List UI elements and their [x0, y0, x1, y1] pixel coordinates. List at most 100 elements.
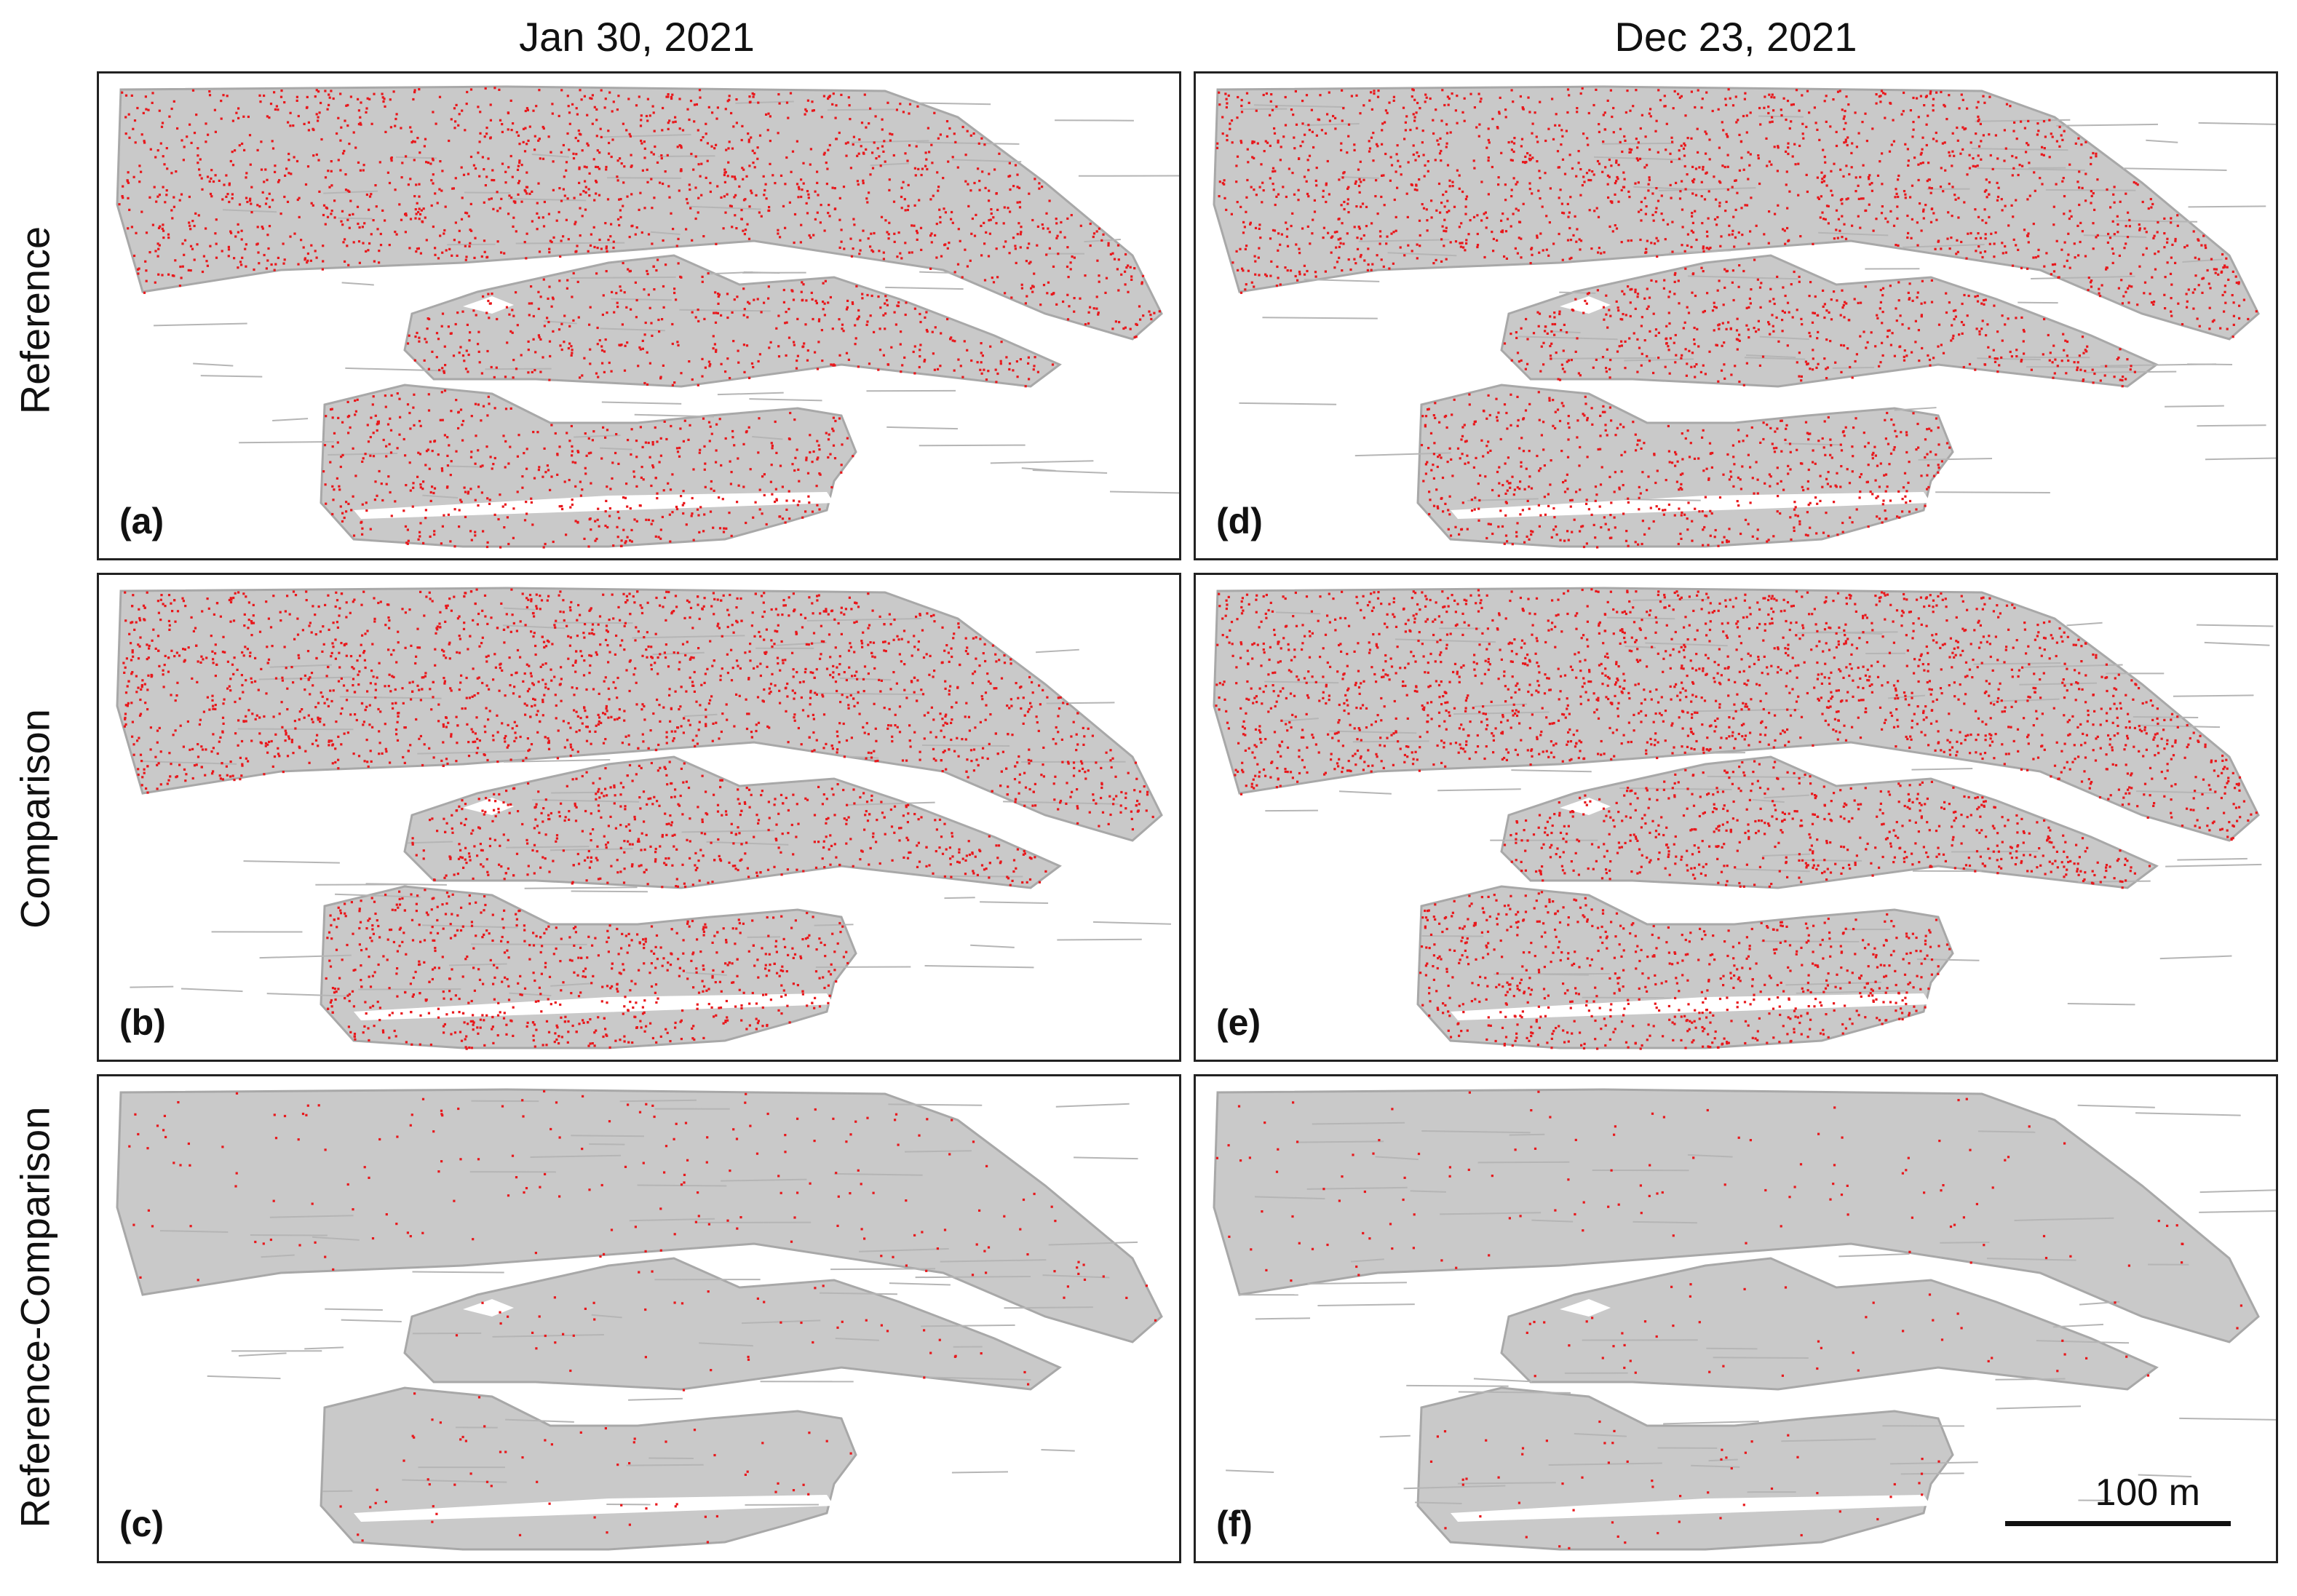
rock-face-region [403, 1257, 1062, 1391]
rock-texture [2188, 205, 2266, 208]
rock-face-region [116, 85, 1163, 341]
rock-texture [1658, 187, 1756, 191]
rock-texture [944, 897, 975, 900]
rock-texture [1973, 662, 2061, 665]
rock-texture [1255, 1317, 1311, 1320]
rock-texture [1453, 711, 1550, 715]
rock-texture [272, 418, 309, 421]
rock-texture [634, 413, 715, 418]
rock-texture [207, 1375, 281, 1380]
rock-texture [2014, 1217, 2114, 1221]
rock-texture [130, 985, 174, 988]
rock-texture [550, 982, 591, 987]
rock-texture [1744, 357, 1806, 360]
rock-texture [1762, 853, 1811, 857]
rock-texture [530, 1154, 622, 1158]
rock-texture [503, 759, 611, 763]
rock-texture [743, 271, 780, 274]
rock-face-region [116, 587, 1163, 842]
rock-texture [1032, 469, 1108, 474]
rock-texture [531, 153, 569, 158]
rock-texture [2165, 405, 2224, 408]
rock-texture [1996, 1405, 2082, 1410]
rock-texture [1663, 1421, 1759, 1425]
rock-texture [952, 159, 1022, 163]
rock-texture [600, 327, 665, 332]
rock-texture [1543, 973, 1589, 976]
rock-texture [1745, 354, 1796, 359]
rock-texture [417, 750, 526, 755]
rock-texture [1458, 1391, 1571, 1394]
rock-texture [1304, 122, 1360, 127]
rock-texture [1275, 611, 1321, 615]
rock-texture [919, 271, 954, 274]
rock-texture [339, 696, 442, 699]
feature-points [118, 87, 1161, 549]
rock-texture [1548, 1462, 1662, 1466]
rock-gap [1451, 993, 1931, 1020]
rock-texture [752, 435, 783, 440]
rock-texture [1511, 769, 1592, 773]
rock-texture [2205, 457, 2276, 461]
rock-texture [1477, 1161, 1570, 1164]
rock-texture [1304, 278, 1380, 282]
rock-texture [827, 108, 895, 111]
panel-b: (b) [97, 573, 1181, 1062]
rock-face-region [1416, 384, 1954, 548]
rock-texture [2199, 1210, 2276, 1213]
feature-points [1215, 1090, 2242, 1549]
rock-texture [628, 1397, 683, 1401]
rock-texture [2019, 682, 2098, 686]
panel-label: (a) [119, 501, 164, 541]
rock-texture [407, 841, 453, 844]
rock-texture [1046, 702, 1115, 704]
rock-face-region [1416, 1386, 1954, 1551]
rock-texture [574, 434, 621, 438]
rock-texture [1473, 1378, 1533, 1383]
panel-c: (c) [97, 1074, 1181, 1563]
rock-texture [1379, 1434, 1411, 1438]
scale-bar [2005, 1521, 2231, 1526]
rock-texture [2138, 1474, 2192, 1478]
rock-texture [1796, 990, 1906, 994]
rock-texture [1593, 156, 1683, 161]
rock-texture [1387, 252, 1457, 257]
rock-texture [1916, 958, 1980, 961]
rock-texture [2146, 139, 2178, 143]
rock-texture [1395, 638, 1496, 643]
rock-texture [589, 1143, 625, 1146]
rock-texture [2197, 424, 2266, 427]
rock-texture [509, 992, 552, 997]
rock-texture [2066, 622, 2103, 627]
rock-texture [1918, 458, 1993, 461]
rock-texture [328, 453, 398, 456]
rock-texture [1818, 231, 1889, 237]
rock-texture [1986, 1258, 2076, 1261]
rock-texture [345, 367, 447, 372]
rock-texture [395, 156, 437, 159]
rock-texture [524, 886, 638, 889]
rock-texture [269, 664, 333, 668]
rock-texture [1708, 1458, 1738, 1462]
scale-bar-label: 100 m [2095, 1472, 2200, 1514]
rock-texture [1940, 1241, 1990, 1244]
rock-texture [503, 607, 536, 611]
rock-texture [1713, 1357, 1809, 1359]
rock-texture [449, 963, 507, 966]
rock-texture [266, 993, 349, 997]
rock-texture [570, 276, 676, 279]
rock-texture [2199, 1189, 2276, 1194]
rock-texture [261, 1254, 295, 1258]
rock-texture [1317, 1303, 1415, 1306]
rock-texture [1280, 718, 1319, 722]
rock-gap [463, 798, 514, 815]
rock-texture [422, 494, 459, 499]
rock-texture [1296, 1140, 1384, 1143]
rock-texture [1340, 176, 1380, 179]
rock-texture [1687, 1154, 1733, 1158]
rock-texture [2135, 1112, 2241, 1116]
rock-texture [1048, 1241, 1138, 1246]
rock-texture [1971, 148, 2068, 151]
rock-texture [1041, 1448, 1075, 1452]
rock-texture [1457, 1482, 1556, 1485]
